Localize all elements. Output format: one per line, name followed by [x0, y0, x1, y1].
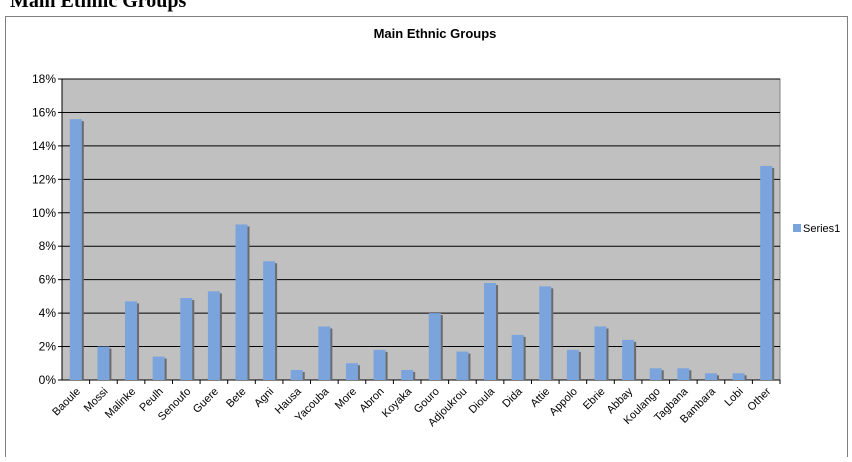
y-tick-label: 2%: [39, 340, 57, 354]
y-tick-label: 14%: [32, 139, 56, 153]
bar: [539, 286, 552, 380]
category-label: Appolo: [547, 386, 580, 419]
category-label: Other: [745, 385, 773, 413]
category-label: Dioula: [467, 385, 498, 416]
category-label: Koyaka: [380, 385, 415, 420]
chart-title: Main Ethnic Groups: [374, 26, 497, 41]
bar: [180, 298, 193, 380]
y-tick-label: 8%: [39, 239, 57, 253]
bar: [760, 165, 773, 380]
bar: [125, 301, 138, 380]
bar: [704, 373, 717, 380]
bar: [373, 349, 386, 380]
legend: Series1: [793, 223, 840, 235]
bar: [318, 326, 331, 380]
bar: [566, 349, 579, 380]
bar: [263, 261, 276, 380]
category-label: Dida: [500, 385, 525, 410]
category-label: Bete: [224, 386, 248, 410]
bar: [732, 373, 745, 380]
bar: [456, 351, 469, 380]
bar: [97, 346, 110, 380]
bar: [428, 313, 441, 380]
y-tick-label: 12%: [32, 172, 56, 186]
bar: [511, 334, 524, 380]
category-label: Guere: [191, 386, 221, 416]
category-label: Ebrie: [581, 386, 608, 413]
bar: [235, 224, 248, 380]
bar: [69, 119, 82, 380]
document-heading: Main Ethnic Groups: [10, 0, 187, 12]
category-label: Lobi: [723, 386, 746, 409]
category-label: More: [333, 386, 359, 412]
bar: [677, 368, 690, 380]
legend-label: Series1: [803, 223, 840, 235]
bar: [484, 283, 497, 380]
y-tick-label: 16%: [32, 105, 56, 119]
legend-swatch: [793, 224, 801, 232]
bar: [401, 369, 414, 380]
y-tick-label: 0%: [39, 373, 57, 387]
bar: [152, 356, 165, 380]
category-label: Attie: [528, 386, 552, 410]
category-label: Malinke: [103, 386, 138, 421]
plot-area: 0%2%4%6%8%10%12%14%16%18%BaouleMossiMali…: [32, 72, 781, 429]
bar: [345, 363, 358, 380]
category-label: Agni: [252, 386, 276, 410]
bar: [622, 339, 635, 380]
y-tick-label: 6%: [39, 273, 57, 287]
y-tick-label: 18%: [32, 72, 56, 86]
category-label: Baoule: [50, 386, 83, 419]
bar: [594, 326, 607, 380]
y-tick-label: 10%: [32, 206, 56, 220]
bar: [290, 369, 303, 380]
y-tick-label: 4%: [39, 306, 57, 320]
bar: [207, 291, 220, 380]
bar: [649, 368, 662, 380]
plot-background: [61, 78, 781, 381]
